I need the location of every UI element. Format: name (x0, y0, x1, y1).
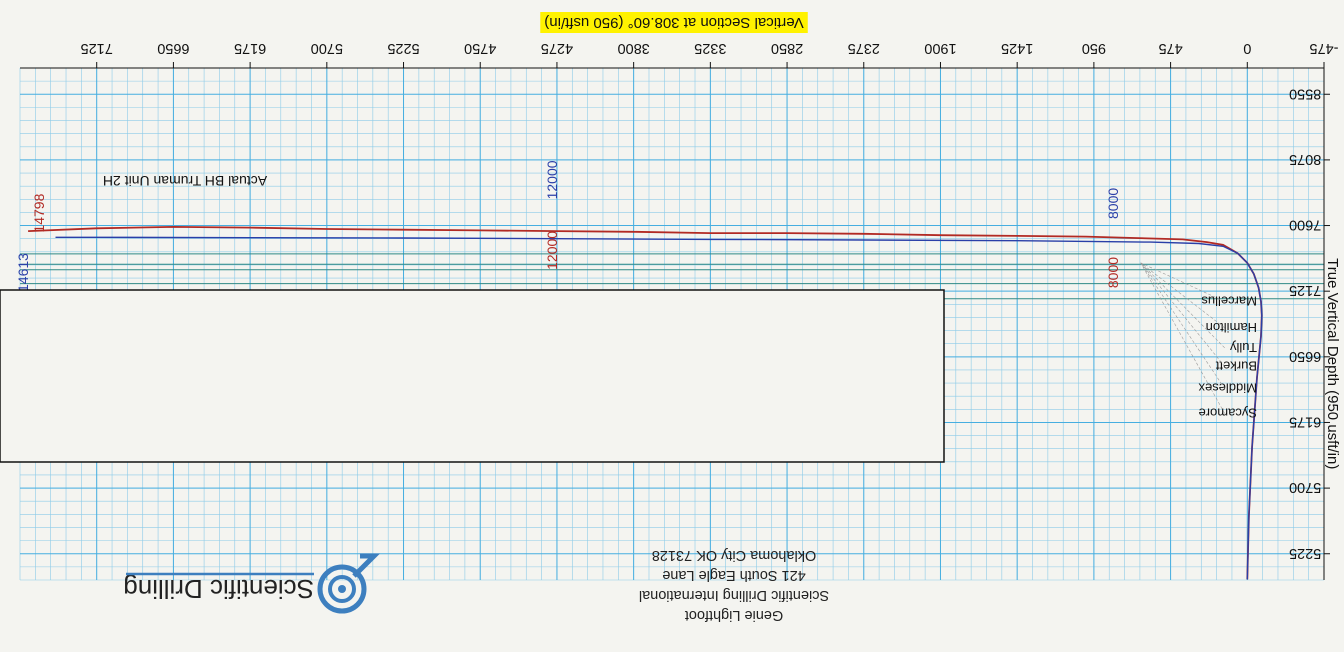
axes: -475 0 475 950 1425 1900 2375 2850 3325 3800 4275 4… (20, 12, 1341, 580)
formation-label: Marcellus (1201, 294, 1257, 309)
formation-label: Burkett (1215, 358, 1257, 373)
x-tick-label: 1425 (1001, 40, 1033, 56)
x-tick-label: 6650 (157, 40, 189, 56)
contact-name: Genie Lightfoot (685, 607, 783, 623)
annotation-label: Actual BH Truman Unit 2H (103, 173, 267, 189)
x-tick-label: 2850 (771, 40, 803, 56)
x-tick-label: 2375 (848, 40, 880, 56)
contact-company: Scientific Drilling International (639, 587, 829, 603)
annotation-label: 8000 (1105, 188, 1121, 219)
annotation-label: 14613 (15, 253, 31, 292)
x-tick-label: 950 (1082, 40, 1106, 56)
x-tick-label: 5225 (387, 40, 419, 56)
x-tick-label: 4750 (464, 40, 496, 56)
x-tick-label: 5700 (311, 40, 343, 56)
x-axis-title-highlight (540, 12, 808, 33)
formation-leader (1140, 262, 1225, 329)
x-tick-label: 475 (1158, 40, 1182, 56)
annotation-label: 12000 (544, 231, 560, 270)
well-paths (28, 225, 1263, 580)
title-block: Scientific Drilling Genie Lightfoot Scie… (0, 289, 945, 623)
x-tick-label: 6175 (234, 40, 266, 56)
annotation-label: 14798 (31, 193, 47, 232)
contact-city: Oklahoma City OK 73128 (652, 547, 816, 563)
formation-leader (1140, 262, 1225, 302)
x-tick-label: 0 (1243, 40, 1251, 56)
logo-target-icon (317, 553, 381, 614)
y-tick-label: 8550 (1289, 85, 1321, 101)
x-tick-label: 3325 (694, 40, 726, 56)
y-axis-title: True Vertical Depth (950 usft/in) (1324, 258, 1341, 469)
y-tick-label: 8075 (1289, 151, 1321, 167)
y-tick-label: 5700 (1289, 479, 1321, 495)
x-tick-label: 1900 (924, 40, 956, 56)
y-tick-label: 7600 (1289, 217, 1321, 233)
contact-street: 421 South Eagle Lane (662, 567, 806, 583)
x-tick-label: 7125 (81, 40, 113, 56)
logo-text: Scientific Drilling (123, 574, 314, 604)
annotation-label: 12000 (544, 160, 560, 199)
formation-label: Sycamore (1198, 405, 1257, 420)
annotation-label: 8000 (1105, 257, 1121, 288)
x-tick-label: 3800 (618, 40, 650, 56)
formation-leader (1140, 262, 1225, 389)
x-tick-label: 4275 (541, 40, 573, 56)
formation-leader (1140, 262, 1225, 367)
y-tick-label: 5225 (1289, 545, 1321, 561)
plan-wellpath-line (55, 236, 1263, 580)
y-tick-label: 6175 (1289, 413, 1321, 429)
y-tick-label: 6650 (1289, 348, 1321, 364)
x-axis-title: Vertical Section at 308.60° (950 usft/in… (544, 14, 803, 31)
formation-label: Tully (1230, 340, 1257, 355)
x-tick-label: -475 (1309, 40, 1338, 56)
formation-label: Middlesex (1198, 381, 1257, 396)
formation-leader (1140, 262, 1225, 414)
chart-labels: Sycamore Middlesex Burkett Tully Hamilton Mar… (15, 160, 1257, 420)
scientific-drilling-logo: Scientific Drilling (123, 553, 381, 614)
formation-label: Hamilton (1206, 320, 1257, 335)
y-tick-label: 7125 (1289, 282, 1321, 298)
title-block-frame (0, 289, 945, 463)
